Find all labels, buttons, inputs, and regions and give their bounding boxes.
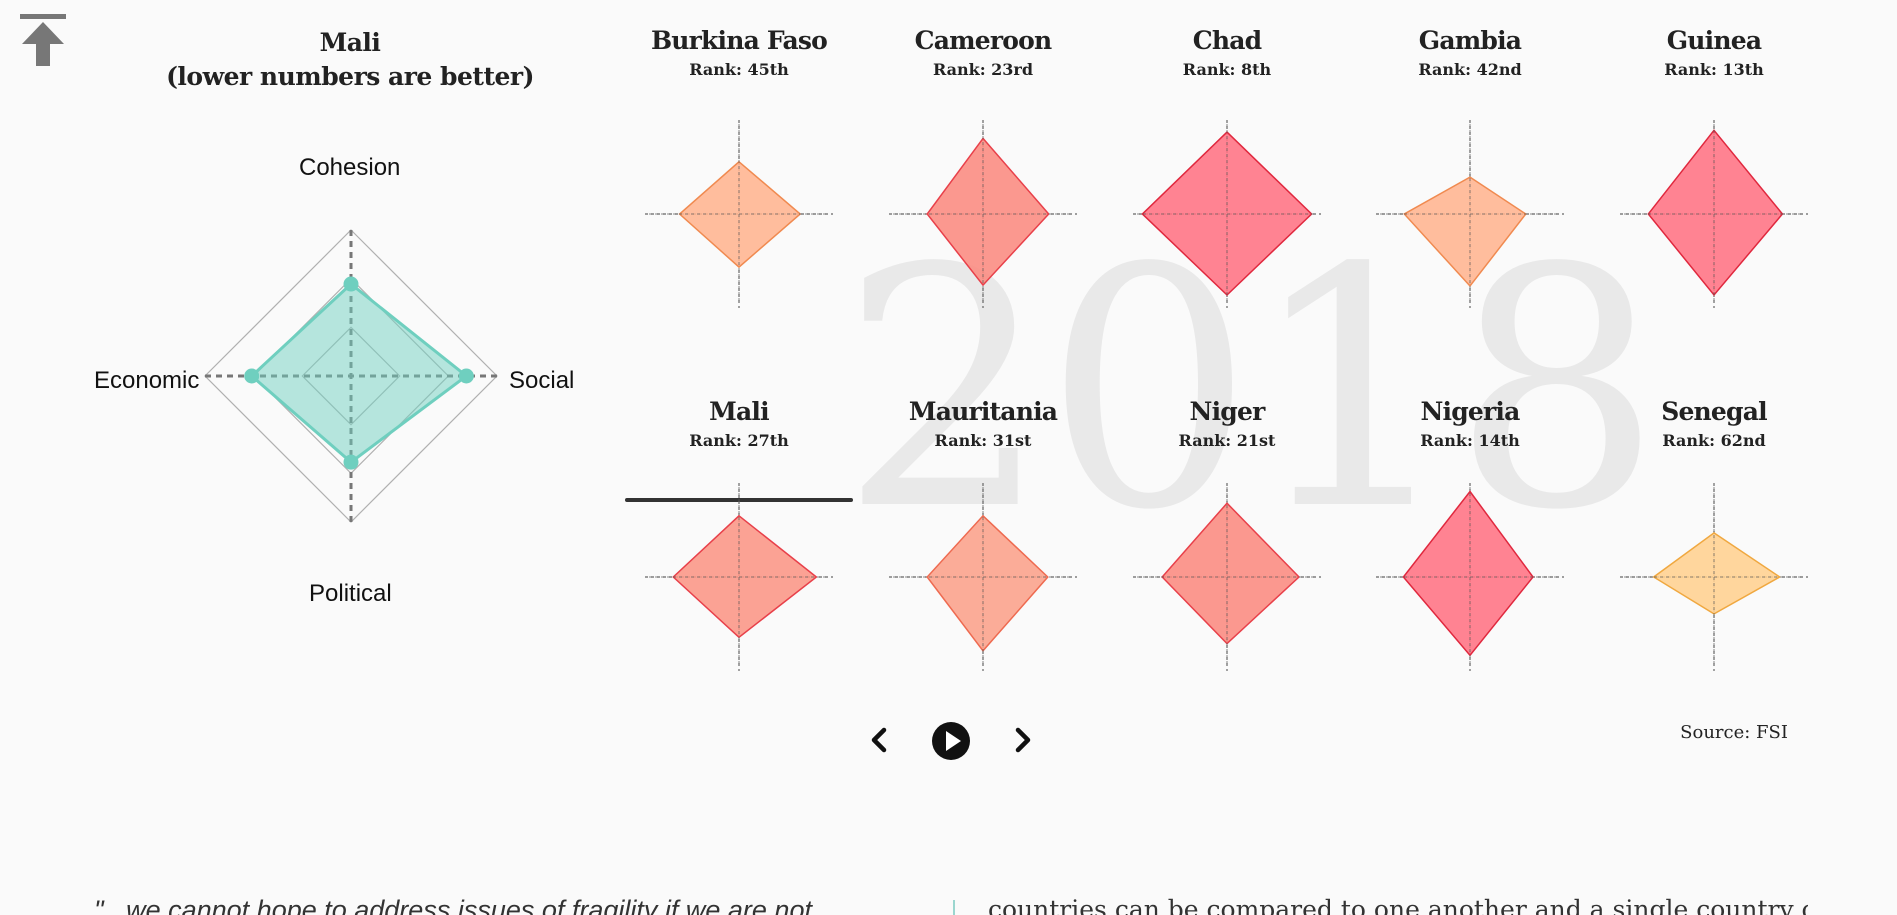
country-radar-niger	[1133, 483, 1321, 671]
country-nigeria[interactable]: Nigeria Rank: 14th	[1360, 395, 1580, 735]
next-button[interactable]	[1008, 722, 1036, 758]
country-name: Niger	[1189, 397, 1266, 426]
country-cameroon[interactable]: Cameroon Rank: 23rd	[873, 24, 1093, 364]
country-rank: Rank: 27th	[689, 431, 789, 450]
country-rank: Rank: 14th	[1420, 431, 1520, 450]
country-area	[1402, 490, 1534, 657]
country-guinea[interactable]: Guinea Rank: 13th	[1604, 24, 1824, 364]
country-radar-cameroon	[889, 120, 1077, 308]
axis-label-political: Political	[309, 580, 392, 607]
chevron-left-icon	[871, 727, 887, 753]
country-rank: Rank: 23rd	[932, 60, 1034, 79]
radar-title-note: (lower numbers are better)	[166, 62, 534, 91]
quote-divider	[953, 900, 955, 915]
country-radar-senegal	[1620, 483, 1808, 671]
arrow-up-to-line-icon	[20, 14, 66, 66]
country-radar-guinea	[1620, 120, 1808, 308]
source-note: Source: FSI	[1680, 722, 1788, 743]
country-name: Burkina Faso	[650, 26, 828, 55]
play-circle-icon	[932, 722, 970, 760]
quote-text: "...we cannot hope to address issues of …	[94, 895, 812, 915]
axis-label-social: Social	[509, 367, 575, 394]
country-area	[1652, 531, 1782, 615]
country-area	[926, 137, 1050, 287]
country-radar-burkina-faso	[645, 120, 833, 308]
country-mali[interactable]: Mali Rank: 27th	[625, 395, 853, 735]
country-name: Mauritania	[908, 397, 1058, 426]
country-rank: Rank: 21st	[1178, 431, 1276, 450]
country-radar-chad	[1133, 120, 1321, 308]
country-rank: Rank: 8th	[1182, 60, 1272, 79]
country-name: Chad	[1192, 26, 1262, 55]
body-text: countries can be compared to one another…	[988, 895, 1808, 915]
radar-point-political	[343, 454, 359, 470]
back-to-top-button[interactable]	[18, 12, 68, 68]
country-rank: Rank: 31st	[934, 431, 1032, 450]
axis-label-cohesion: Cohesion	[299, 154, 401, 181]
country-senegal[interactable]: Senegal Rank: 62nd	[1604, 395, 1824, 735]
prev-button[interactable]	[866, 722, 894, 758]
axis-label-economic: Economic	[94, 367, 200, 394]
country-radar-nigeria	[1376, 483, 1564, 671]
country-area	[1647, 129, 1784, 297]
country-chad[interactable]: Chad Rank: 8th	[1117, 24, 1337, 364]
country-burkina-faso[interactable]: Burkina Faso Rank: 45th	[629, 24, 849, 364]
radar-point-economic	[244, 368, 260, 384]
country-rank: Rank: 13th	[1664, 60, 1764, 79]
country-radar-mali	[645, 483, 833, 671]
country-rank: Rank: 42nd	[1418, 60, 1522, 79]
radar-point-social	[458, 368, 474, 384]
play-button[interactable]	[930, 720, 972, 762]
chevron-right-icon	[1015, 727, 1031, 753]
country-name: Nigeria	[1420, 397, 1520, 426]
country-area	[926, 514, 1049, 652]
country-rank: Rank: 62nd	[1662, 431, 1766, 450]
country-area	[1403, 176, 1527, 288]
radar-title: Mali (lower numbers are better)	[150, 26, 550, 94]
country-radar-gambia	[1376, 120, 1564, 308]
country-niger[interactable]: Niger Rank: 21st	[1117, 395, 1337, 735]
radar-points	[244, 276, 474, 470]
country-gambia[interactable]: Gambia Rank: 42nd	[1360, 24, 1580, 364]
country-rank: Rank: 45th	[689, 60, 789, 79]
country-area	[1161, 502, 1301, 645]
radar-point-cohesion	[343, 276, 359, 292]
radar-chart	[204, 229, 498, 523]
country-name: Guinea	[1666, 26, 1762, 55]
country-name: Senegal	[1661, 397, 1767, 426]
country-name: Mali	[709, 397, 769, 426]
radar-area	[249, 282, 469, 465]
country-name: Cameroon	[914, 26, 1053, 55]
country-mauritania[interactable]: Mauritania Rank: 31st	[873, 395, 1093, 735]
country-name: Gambia	[1418, 26, 1522, 55]
radar-title-country: Mali	[319, 28, 381, 57]
country-radar-mauritania	[889, 483, 1077, 671]
